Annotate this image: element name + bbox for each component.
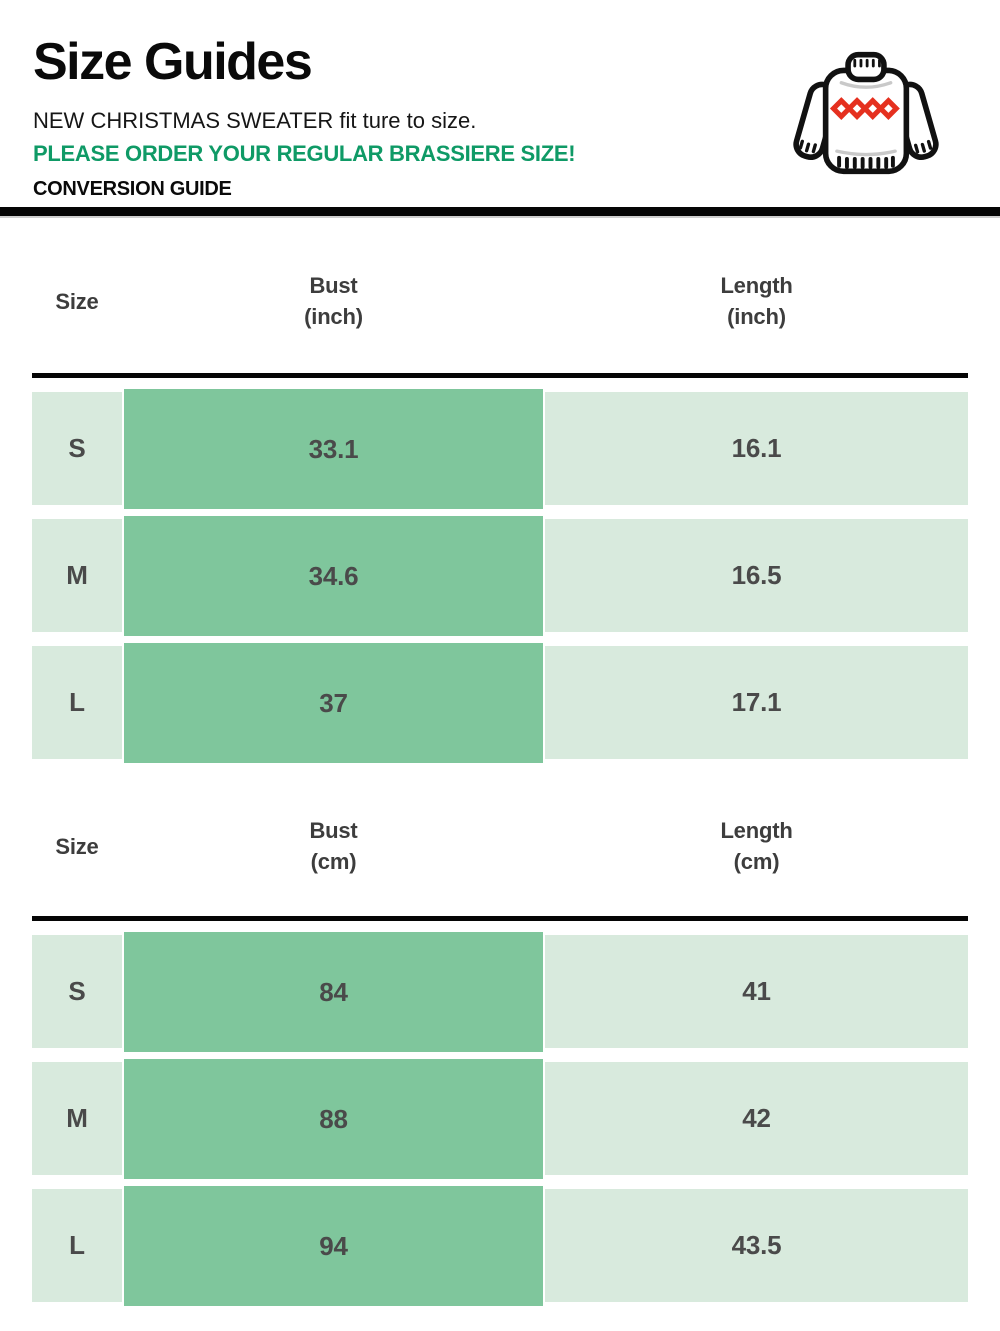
size-cell: M	[32, 1062, 122, 1175]
sweater-icon-svg	[793, 51, 939, 175]
bust-cell: 33.1	[122, 389, 545, 509]
header-divider-bar	[0, 207, 1000, 218]
table-row-inch-m: M 34.6 16.5	[32, 516, 968, 636]
length-cell: 17.1	[545, 646, 968, 759]
length-cell: 16.5	[545, 519, 968, 632]
page-header: Size Guides NEW CHRISTMAS SWEATER fit tu…	[0, 0, 1000, 207]
table-cm-header-rule	[32, 916, 968, 921]
size-cell: S	[32, 935, 122, 1048]
bust-cell: 37	[122, 643, 545, 763]
page-title: Size Guides	[33, 33, 313, 91]
column-header-size: Size	[55, 288, 99, 314]
length-cell: 41	[545, 935, 968, 1048]
size-cell: M	[32, 519, 122, 632]
christmas-sweater-icon	[792, 48, 940, 196]
length-cell: 42	[545, 1062, 968, 1175]
table-row-cm-s: S 84 41	[32, 932, 968, 1052]
diamond-pattern	[829, 97, 900, 120]
size-cell: L	[32, 1189, 122, 1302]
bust-cell: 88	[122, 1059, 545, 1179]
fit-subtitle: NEW CHRISTMAS SWEATER fit ture to size.	[33, 108, 477, 133]
column-header-bust-inch: Bust (inch)	[304, 273, 363, 329]
size-table-inch: Size Bust (inch) Length (inch) S 33.1 16…	[32, 218, 968, 763]
table-row-cm-m: M 88 42	[32, 1059, 968, 1179]
column-header-length-cm: Length (cm)	[720, 818, 793, 874]
size-table-cm: Size Bust (cm) Length (cm) S 84 41 M 88 …	[32, 759, 968, 1306]
column-header-bust-cm: Bust (cm)	[309, 818, 358, 874]
length-cell: 16.1	[545, 392, 968, 505]
table-row-inch-s: S 33.1 16.1	[32, 389, 968, 509]
table-inch-header-rule	[32, 373, 968, 378]
table-inch-header: Size Bust (inch) Length (inch)	[32, 218, 968, 373]
length-cell: 43.5	[545, 1189, 968, 1302]
table-row-cm-l: L 94 43.5	[32, 1186, 968, 1306]
column-header-length-inch: Length (inch)	[720, 273, 793, 329]
size-cell: L	[32, 646, 122, 759]
bust-cell: 84	[122, 932, 545, 1052]
conversion-guide-label: CONVERSION GUIDE	[33, 177, 232, 200]
bust-cell: 94	[122, 1186, 545, 1306]
column-header-size: Size	[55, 833, 99, 859]
size-cell: S	[32, 392, 122, 505]
table-row-inch-l: L 37 17.1	[32, 643, 968, 763]
table-cm-header: Size Bust (cm) Length (cm)	[32, 759, 968, 916]
order-note: PLEASE ORDER YOUR REGULAR BRASSIERE SIZE…	[33, 141, 576, 167]
bust-cell: 34.6	[122, 516, 545, 636]
